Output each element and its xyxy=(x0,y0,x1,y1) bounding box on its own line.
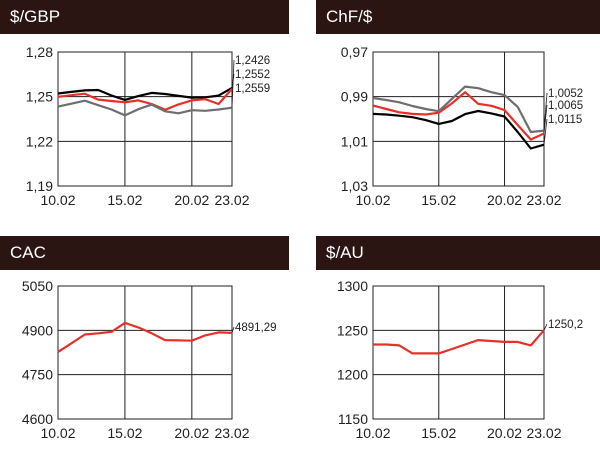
x-tick-label: 20.02 xyxy=(487,425,522,441)
series-line xyxy=(57,88,233,111)
chart-panel-chf: ChF/$ 0,97 0,99 1,01 1,03 10.02 15.02 20.02 23.… xyxy=(300,0,600,224)
label-leader-line xyxy=(231,59,235,108)
x-tick-label: 15.02 xyxy=(107,192,142,208)
y-tick-label: 1250 xyxy=(337,322,368,338)
chart-title: $/GBP xyxy=(10,7,61,26)
x-tick-label: 23.02 xyxy=(214,192,249,208)
plot-frame xyxy=(372,51,545,187)
series-end-label: 1,0115 xyxy=(548,114,582,126)
y-tick-label: 0,97 xyxy=(341,44,368,60)
x-tick-label: 20.02 xyxy=(487,192,522,208)
series-line xyxy=(57,321,233,353)
x-tick-label: 10.02 xyxy=(40,192,75,208)
y-tick-label: 4750 xyxy=(22,367,53,383)
series-line xyxy=(57,99,233,117)
chart-panel-gbp: $/GBP 1,28 1,25 1,22 1,19 10.02 15.02 20.02 23.… xyxy=(0,0,300,224)
y-tick-label: 4900 xyxy=(22,322,53,338)
x-tick-label: 23.02 xyxy=(526,425,561,441)
x-tick-label: 15.02 xyxy=(107,425,142,441)
series-end-label: 1,0065 xyxy=(548,100,583,112)
series-end-label: 1250,2 xyxy=(548,319,583,331)
y-tick-label: 4600 xyxy=(22,411,53,427)
series-line xyxy=(372,85,545,134)
x-tick-label: 10.02 xyxy=(355,192,390,208)
chart-panel-au: $/AU 1300 1250 1200 1150 10.02 15.02 20.02 23.0… xyxy=(300,224,600,449)
y-tick-label: 1,19 xyxy=(26,178,53,194)
y-tick-label: 1,25 xyxy=(26,89,53,105)
label-leader-line xyxy=(543,323,548,331)
series-end-label: 1,2426 xyxy=(235,55,270,67)
x-tick-label: 10.02 xyxy=(355,425,390,441)
series-end-label: 4891,29 xyxy=(235,322,277,334)
series-line xyxy=(57,86,233,102)
y-tick-label: 1200 xyxy=(337,367,368,383)
panel-header: CAC xyxy=(0,236,289,270)
y-tick-label: 0,99 xyxy=(341,89,368,105)
chart-panel-cac: CAC 5050 4900 4750 4600 10.02 15.02 20.02 23.02… xyxy=(0,224,300,449)
x-tick-label: 23.02 xyxy=(214,425,249,441)
x-tick-label: 10.02 xyxy=(40,425,75,441)
x-tick-label: 20.02 xyxy=(174,425,209,441)
y-tick-label: 1150 xyxy=(338,411,368,427)
series-line xyxy=(373,329,545,355)
y-tick-label: 1,22 xyxy=(26,133,53,149)
series-line xyxy=(372,91,545,141)
panel-header: $/AU xyxy=(316,236,600,270)
x-tick-label: 15.02 xyxy=(421,192,456,208)
y-tick-label: 1,03 xyxy=(341,178,368,194)
y-tick-label: 1,28 xyxy=(26,44,53,60)
chart-title: CAC xyxy=(10,243,46,262)
plot-frame xyxy=(57,51,233,187)
plot-frame xyxy=(372,285,545,420)
x-tick-label: 15.02 xyxy=(421,425,456,441)
label-leader-line xyxy=(543,92,548,131)
label-leader-line xyxy=(543,118,548,145)
label-leader-line xyxy=(231,326,235,334)
panel-header: $/GBP xyxy=(0,0,289,34)
chart-title: ChF/$ xyxy=(326,7,373,26)
y-tick-label: 5050 xyxy=(22,278,53,294)
plot-frame xyxy=(57,285,233,420)
series-end-label: 1,0052 xyxy=(548,88,583,100)
series-line xyxy=(372,109,545,150)
panel-header: ChF/$ xyxy=(316,0,600,34)
chart-title: $/AU xyxy=(326,243,364,262)
y-tick-label: 1,01 xyxy=(341,133,368,149)
series-end-label: 1,2559 xyxy=(235,83,270,95)
series-end-label: 1,2552 xyxy=(235,69,270,81)
x-tick-label: 23.02 xyxy=(526,192,561,208)
x-tick-label: 20.02 xyxy=(174,192,209,208)
y-tick-label: 1300 xyxy=(337,278,368,294)
